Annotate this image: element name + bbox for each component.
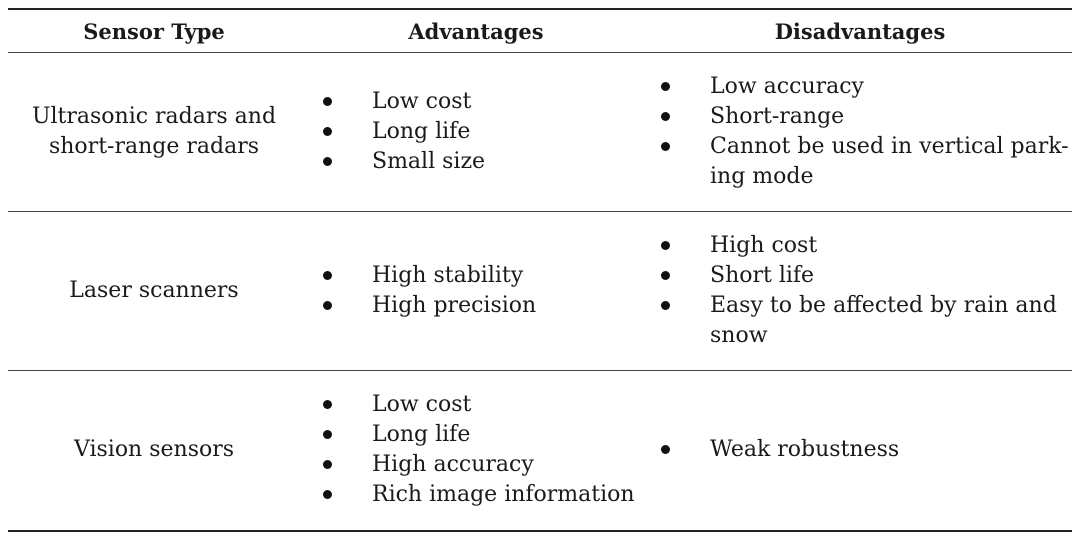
bullet-icon [323, 271, 332, 280]
sensor-type-line: Ultrasonic radars and [31, 104, 277, 129]
bullet-icon [661, 82, 670, 91]
list-item: Rich image information [312, 480, 640, 510]
header-sensor-type: Sensor Type [83, 18, 225, 44]
list-item: High cost [650, 231, 1070, 261]
sensor-type-cell: Laser scanners [8, 212, 300, 370]
advantages-cell: Low cost Long life Small size [312, 53, 640, 211]
bullet-icon [323, 97, 332, 106]
table-row: Vision sensors Low cost Long life High a… [8, 371, 1072, 529]
list-item: High precision [312, 291, 640, 321]
sensor-type-line: Vision sensors [73, 437, 235, 462]
bullet-icon [323, 157, 332, 166]
header-disadvantages: Disadvantages [774, 18, 946, 44]
header-advantages: Advantages [408, 18, 544, 44]
bullet-icon [661, 445, 670, 454]
list-item: Long life [312, 117, 640, 147]
list-item: High stability [312, 261, 640, 291]
bullet-icon [661, 142, 670, 151]
bullet-icon [661, 271, 670, 280]
table-bottom-rule [8, 530, 1072, 532]
list-item: Long life [312, 420, 640, 450]
table-row: Ultrasonic radars and short-range radars… [8, 53, 1072, 211]
disadvantages-cell: High cost Short life Easy to be affected… [650, 212, 1070, 370]
bullet-icon [323, 301, 332, 310]
disadvantages-cell: Weak robustness [650, 371, 1070, 529]
bullet-icon [323, 430, 332, 439]
bullet-icon [323, 490, 332, 499]
bullet-icon [661, 112, 670, 121]
list-item: Low cost [312, 87, 640, 117]
bullet-icon [661, 241, 670, 250]
list-item: Weak robustness [650, 435, 1070, 465]
bullet-icon [323, 460, 332, 469]
sensor-type-line: Laser scanners [69, 278, 239, 303]
sensor-type-line: short-range radars [48, 134, 259, 159]
sensor-type-cell: Vision sensors [8, 371, 300, 529]
bullet-icon [661, 301, 670, 310]
table-top-rule [8, 8, 1072, 10]
list-item: High accuracy [312, 450, 640, 480]
list-item: Short-range [650, 102, 1070, 132]
list-item: Easy to be affected by rain and snow [650, 291, 1070, 351]
table-row: Laser scanners High stability High preci… [8, 212, 1072, 370]
bullet-icon [323, 400, 332, 409]
row-rule [8, 211, 1072, 212]
sensor-type-cell: Ultrasonic radars and short-range radars [8, 53, 300, 211]
disadvantages-cell: Low accuracy Short-range Cannot be used … [650, 53, 1070, 211]
bullet-icon [323, 127, 332, 136]
list-item: Short life [650, 261, 1070, 291]
row-rule [8, 370, 1072, 371]
list-item: Cannot be used in vertical park-ing mode [650, 132, 1070, 192]
header-rule [8, 52, 1072, 53]
advantages-cell: High stability High precision [312, 212, 640, 370]
list-item: Low accuracy [650, 72, 1070, 102]
list-item: Small size [312, 147, 640, 177]
list-item: Low cost [312, 390, 640, 420]
advantages-cell: Low cost Long life High accuracy Rich im… [312, 371, 640, 529]
